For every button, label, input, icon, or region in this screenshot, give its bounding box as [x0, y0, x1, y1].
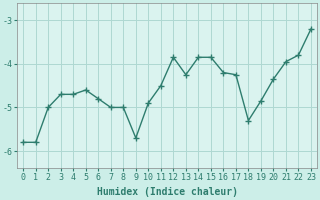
- X-axis label: Humidex (Indice chaleur): Humidex (Indice chaleur): [97, 187, 237, 197]
